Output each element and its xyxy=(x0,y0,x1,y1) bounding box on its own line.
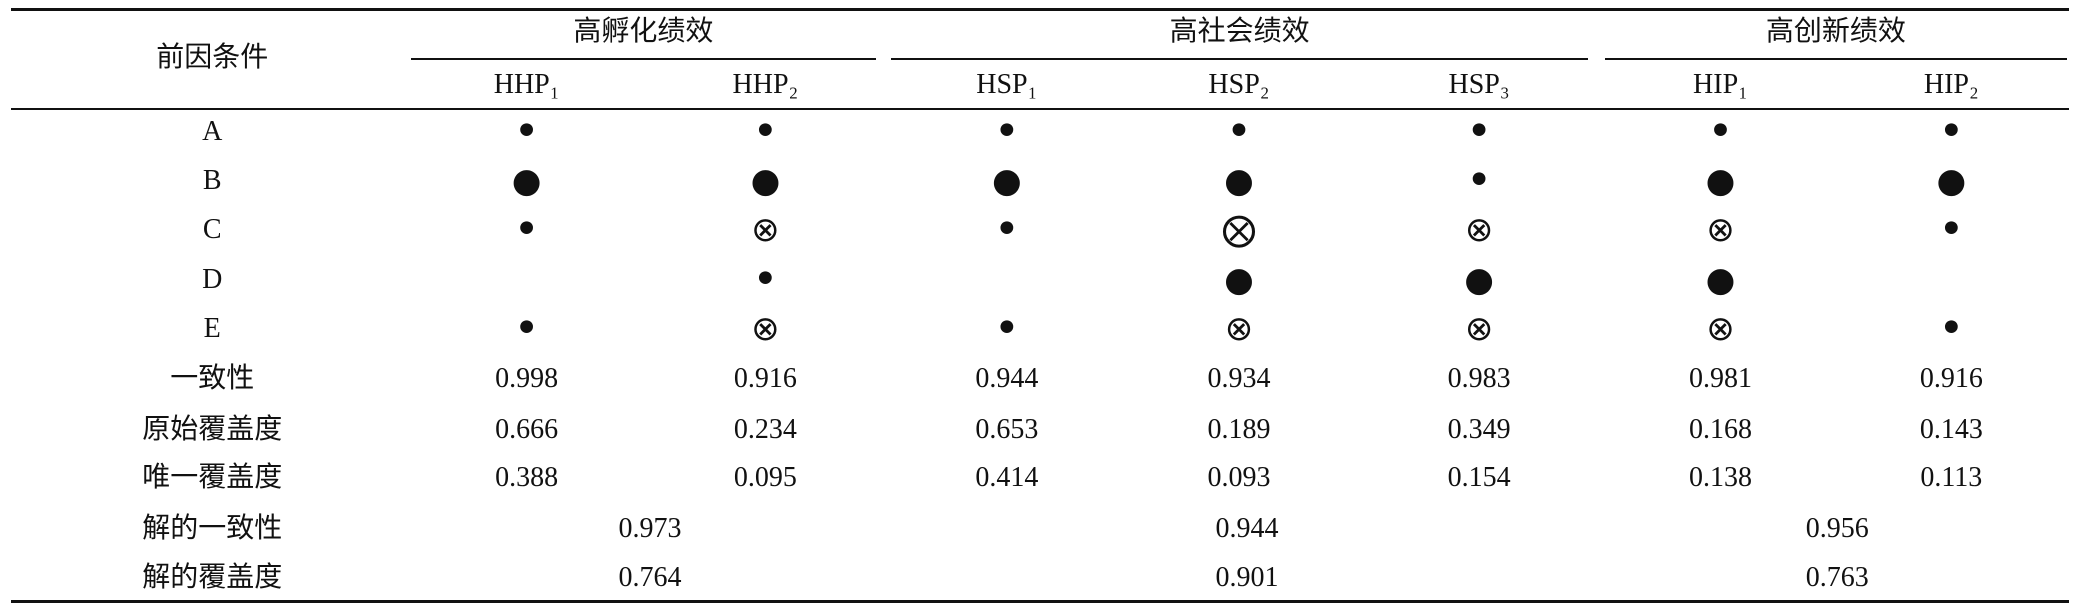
symbol: ⊗ xyxy=(1464,209,1494,250)
cell-value: 0.349 xyxy=(1447,413,1511,445)
cell-value: 0.168 xyxy=(1689,413,1752,445)
cell-value: 0.093 xyxy=(1207,462,1271,494)
symbol: ● xyxy=(991,161,1022,202)
symbol: • xyxy=(1225,106,1252,158)
cell-value: 0.414 xyxy=(975,462,1039,494)
rule xyxy=(1605,58,2067,60)
column-header: HHP₂ xyxy=(732,68,799,100)
cell-value: 0.234 xyxy=(733,413,797,445)
cell-value: 0.388 xyxy=(495,462,559,494)
symbol: • xyxy=(1938,303,1965,355)
symbol: • xyxy=(993,303,1020,355)
symbol: ⊗ xyxy=(751,309,780,350)
column-header: HSP₁ xyxy=(976,68,1038,100)
cell-value: 0.764 xyxy=(618,561,682,593)
rule xyxy=(10,7,2070,11)
symbol: • xyxy=(1938,106,1965,158)
row-label: 原始覆盖度 xyxy=(142,413,283,445)
cell-value: 0.944 xyxy=(975,363,1039,395)
corner-header: 前因条件 xyxy=(156,42,269,74)
symbol: • xyxy=(993,203,1020,255)
cell-value: 0.143 xyxy=(1919,413,1983,445)
row-label: 解的覆盖度 xyxy=(142,561,283,593)
row-label: A xyxy=(202,116,223,148)
symbol: • xyxy=(1707,106,1734,158)
cell-value: 0.983 xyxy=(1447,363,1511,395)
symbol: ● xyxy=(750,161,781,202)
symbol: • xyxy=(1938,203,1965,255)
row-label: 一致性 xyxy=(170,363,255,395)
symbol: • xyxy=(752,106,779,158)
cell-value: 0.934 xyxy=(1207,363,1271,395)
symbol: ● xyxy=(1464,260,1494,301)
symbol: ● xyxy=(1705,161,1736,202)
column-header: HSP₃ xyxy=(1448,68,1510,100)
column-header: HIP₂ xyxy=(1923,68,1979,100)
row-label: 解的一致性 xyxy=(142,512,283,544)
group-header: 高创新绩效 xyxy=(1765,15,1906,47)
cell-value: 0.154 xyxy=(1447,462,1511,494)
column-header: HIP₁ xyxy=(1693,68,1748,100)
cell-value: 0.944 xyxy=(1215,512,1279,544)
row-label: E xyxy=(203,313,221,345)
symbol: ⊗ xyxy=(1706,309,1735,350)
row-label: C xyxy=(202,213,222,245)
row-label: 唯一覆盖度 xyxy=(142,462,283,494)
symbol: ● xyxy=(1224,260,1254,301)
symbol: ⨂ xyxy=(1221,209,1256,250)
cell-value: 0.981 xyxy=(1689,363,1752,395)
cell-value: 0.653 xyxy=(975,413,1039,445)
symbol: ● xyxy=(1705,260,1736,301)
row-label: B xyxy=(202,165,222,197)
symbol: • xyxy=(513,106,540,158)
symbol: • xyxy=(1466,106,1493,158)
rule xyxy=(411,58,876,60)
cell-value: 0.666 xyxy=(495,413,559,445)
cell-value: 0.916 xyxy=(733,363,797,395)
rule xyxy=(891,58,1588,60)
group-header: 高社会绩效 xyxy=(1169,15,1310,47)
cell-value: 0.956 xyxy=(1805,512,1869,544)
cell-value: 0.095 xyxy=(733,462,797,494)
cell-value: 0.113 xyxy=(1920,462,1983,494)
group-header: 高孵化绩效 xyxy=(573,15,714,47)
column-header: HSP₂ xyxy=(1208,68,1270,100)
symbol: • xyxy=(752,254,779,306)
rule xyxy=(10,600,2070,604)
cell-value: 0.973 xyxy=(618,512,682,544)
symbol: ⊗ xyxy=(1224,309,1254,350)
symbol: • xyxy=(993,106,1020,158)
cell-value: 0.138 xyxy=(1689,462,1752,494)
symbol: • xyxy=(513,203,540,255)
cell-value: 0.763 xyxy=(1805,561,1869,593)
symbol: • xyxy=(1466,155,1493,207)
symbol: ● xyxy=(1936,161,1967,202)
symbol: ⊗ xyxy=(1464,309,1494,350)
symbol: ⊗ xyxy=(751,209,780,250)
row-label: D xyxy=(202,264,223,296)
symbol: ● xyxy=(1224,161,1254,202)
cell-value: 0.901 xyxy=(1215,561,1279,593)
column-header: HHP₁ xyxy=(493,68,560,100)
rule xyxy=(10,108,2070,111)
symbol: • xyxy=(513,303,540,355)
cell-value: 0.916 xyxy=(1919,363,1983,395)
cell-value: 0.998 xyxy=(495,363,559,395)
symbol: ⊗ xyxy=(1706,209,1735,250)
cell-value: 0.189 xyxy=(1207,413,1271,445)
symbol: ● xyxy=(511,161,542,202)
